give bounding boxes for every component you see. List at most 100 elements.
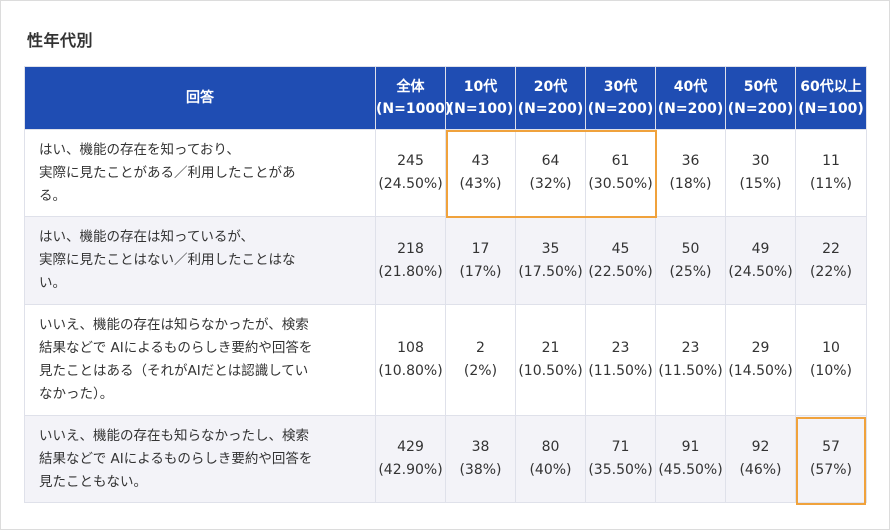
count: 64 <box>541 153 560 169</box>
value-cell: 29 (14.50%) <box>725 304 796 416</box>
percentage: (22%) <box>809 263 853 280</box>
percentage: (10%) <box>809 363 853 379</box>
value-cell: 10 (10%) <box>795 304 867 416</box>
percentage: (45.50%) <box>658 462 723 478</box>
count: 49 <box>751 240 770 257</box>
value-cell: 80 (40%) <box>515 415 586 503</box>
answer-line: 結果などで AIによるものらしき要約や回答を <box>39 340 313 356</box>
value-cell: 50 (25%) <box>655 216 726 305</box>
value-cell: 38 (38%) <box>445 415 516 503</box>
header-line: 60代以上 <box>800 79 862 95</box>
value-cell: 71 (35.50%) <box>585 415 656 503</box>
survey-results-table: 回答 全体 (N=1000) 10代 (N=100) 20代 (N=200) 30代 (… <box>24 66 867 503</box>
answer-cell: いいえ、機能の存在は知らなかったが、検索 結果などで AIによるものらしき要約や… <box>24 304 376 416</box>
percentage: (22.50%) <box>588 263 653 280</box>
count: 71 <box>611 439 630 455</box>
count: 10 <box>822 340 840 356</box>
header-line: 10代 <box>463 79 498 95</box>
value-cell: 21 (10.50%) <box>515 304 586 416</box>
percentage: (24.50%) <box>378 176 443 192</box>
percentage: (17%) <box>459 263 502 280</box>
header-line: 50代 <box>743 79 778 95</box>
table-row: はい、機能の存在を知っており、 実際に見たことがある／利用したことがあ る。 2… <box>24 129 867 217</box>
header-line: 回答 <box>186 90 214 106</box>
count: 35 <box>541 240 560 257</box>
percentage: (57%) <box>809 462 853 478</box>
header-sample-size: (N=200) <box>657 101 724 117</box>
count: 45 <box>611 240 630 257</box>
value-cell: 91 (45.50%) <box>655 415 726 503</box>
percentage: (14.50%) <box>728 363 793 379</box>
percentage: (10.80%) <box>378 363 443 379</box>
value-cell: 17 (17%) <box>445 216 516 305</box>
answer-cell: はい、機能の存在を知っており、 実際に見たことがある／利用したことがあ る。 <box>24 129 376 217</box>
answer-line: はい、機能の存在を知っており、 <box>39 141 240 158</box>
table-row: いいえ、機能の存在は知らなかったが、検索 結果などで AIによるものらしき要約や… <box>24 304 867 416</box>
count: 29 <box>751 340 770 356</box>
value-cell: 23 (11.50%) <box>585 304 656 416</box>
header-sample-size: (N=200) <box>517 101 584 117</box>
percentage: (18%) <box>669 176 712 192</box>
count: 21 <box>541 340 560 356</box>
value-cell: 429 (42.90%) <box>375 415 446 503</box>
value-cell: 43 (43%) <box>445 129 516 217</box>
answer-line: 実際に見たことがある／利用したことがあ <box>39 164 296 181</box>
header-sample-size: (N=200) <box>587 101 654 117</box>
count: 50 <box>681 240 700 257</box>
answer-line: い。 <box>39 275 66 291</box>
value-cell: 61 (30.50%) <box>585 129 656 217</box>
header-line: 30代 <box>603 79 638 95</box>
header-50s: 50代 (N=200) <box>725 66 796 130</box>
value-cell: 11 (11%) <box>795 129 867 217</box>
table-header-row: 回答 全体 (N=1000) 10代 (N=100) 20代 (N=200) 30代 (… <box>24 66 867 130</box>
value-cell: 35 (17.50%) <box>515 216 586 305</box>
header-40s: 40代 (N=200) <box>655 66 726 130</box>
answer-line: 実際に見たことはない／利用したことはな <box>39 252 296 268</box>
count: 38 <box>471 439 490 455</box>
value-cell: 22 (22%) <box>795 216 867 305</box>
answer-line: る。 <box>39 187 66 204</box>
percentage: (30.50%) <box>588 176 653 192</box>
percentage: (17.50%) <box>518 263 583 280</box>
table-row: はい、機能の存在は知っているが、 実際に見たことはない／利用したことはな い。 … <box>24 216 867 305</box>
count: 2 <box>476 340 485 356</box>
value-cell: 92 (46%) <box>725 415 796 503</box>
count: 43 <box>471 153 490 169</box>
value-cell: 23 (11.50%) <box>655 304 726 416</box>
count: 30 <box>751 153 770 169</box>
value-cell: 30 (15%) <box>725 129 796 217</box>
answer-line: いいえ、機能の存在も知らなかったし、検索 <box>39 427 309 444</box>
count: 23 <box>611 340 630 356</box>
answer-cell: はい、機能の存在は知っているが、 実際に見たことはない／利用したことはな い。 <box>24 216 376 305</box>
percentage: (2%) <box>463 363 498 379</box>
count: 91 <box>681 439 700 455</box>
value-cell: 36 (18%) <box>655 129 726 217</box>
percentage: (46%) <box>739 462 782 478</box>
percentage: (15%) <box>739 176 782 192</box>
value-cell: 245 (24.50%) <box>375 129 446 217</box>
count: 11 <box>822 153 840 169</box>
section-title: 性年代別 <box>27 31 94 50</box>
header-30s: 30代 (N=200) <box>585 66 656 130</box>
answer-line: 見たことはある（それがAIだとは認識してい <box>39 363 309 379</box>
count: 245 <box>397 153 424 169</box>
percentage: (11%) <box>809 176 853 192</box>
count: 80 <box>541 439 560 455</box>
percentage: (40%) <box>529 462 572 478</box>
percentage: (24.50%) <box>728 263 793 280</box>
table-row: いいえ、機能の存在も知らなかったし、検索 結果などで AIによるものらしき要約や… <box>24 415 867 503</box>
answer-line: 見たこともない。 <box>39 473 147 490</box>
count: 61 <box>611 153 630 169</box>
answer-line: いいえ、機能の存在は知らなかったが、検索 <box>39 317 309 333</box>
percentage: (25%) <box>669 263 712 280</box>
percentage: (11.50%) <box>588 363 653 379</box>
header-60s-plus: 60代以上 (N=100) <box>795 66 867 130</box>
percentage: (42.90%) <box>378 462 443 478</box>
header-line: 20代 <box>533 79 568 95</box>
count: 429 <box>397 439 424 455</box>
header-sample-size: (N=200) <box>727 101 794 117</box>
header-line: 40代 <box>673 79 708 95</box>
header-sample-size: (N=100) <box>798 101 864 117</box>
percentage: (35.50%) <box>588 462 653 478</box>
value-cell: 64 (32%) <box>515 129 586 217</box>
